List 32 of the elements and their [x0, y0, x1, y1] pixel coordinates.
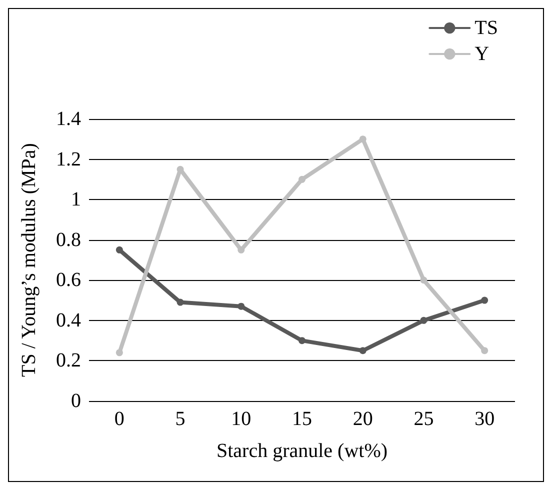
legend-label: TS: [474, 17, 498, 39]
x-tick-label: 10: [231, 408, 252, 430]
y-tick-label: 0: [71, 390, 81, 412]
x-tick-label: 0: [114, 408, 124, 430]
point: [481, 296, 488, 304]
y-axis-title: TS / Young’s modulus (MPa): [18, 143, 40, 377]
y-tick-label: 0.2: [56, 350, 81, 372]
y-tick-label: 1.4: [56, 108, 81, 130]
point: [420, 276, 428, 284]
point: [116, 349, 123, 356]
point: [116, 246, 123, 254]
point: [298, 176, 306, 183]
x-axis-title: Starch granule (wt%): [216, 440, 388, 462]
x-tick-label: 25: [414, 408, 434, 430]
x-tick-label: 15: [292, 408, 312, 430]
y-tick-label: 1: [71, 188, 81, 211]
x-tick-label: 5: [175, 408, 186, 430]
x-tick-label: 20: [352, 408, 373, 430]
point: [359, 136, 366, 143]
point: [238, 246, 245, 254]
y-tick-label: 0.8: [56, 228, 81, 251]
point: [359, 347, 366, 354]
x-tick-label: 30: [474, 408, 495, 430]
y-tick-label: 0.4: [56, 309, 81, 332]
y-tick-label: 0.6: [56, 269, 81, 292]
point: [298, 337, 306, 344]
point: [238, 302, 245, 310]
point: [176, 298, 184, 306]
point: [420, 316, 428, 324]
legend-label: Y: [474, 43, 490, 65]
y-tick-label: 1.2: [56, 148, 81, 170]
point: [481, 347, 488, 354]
